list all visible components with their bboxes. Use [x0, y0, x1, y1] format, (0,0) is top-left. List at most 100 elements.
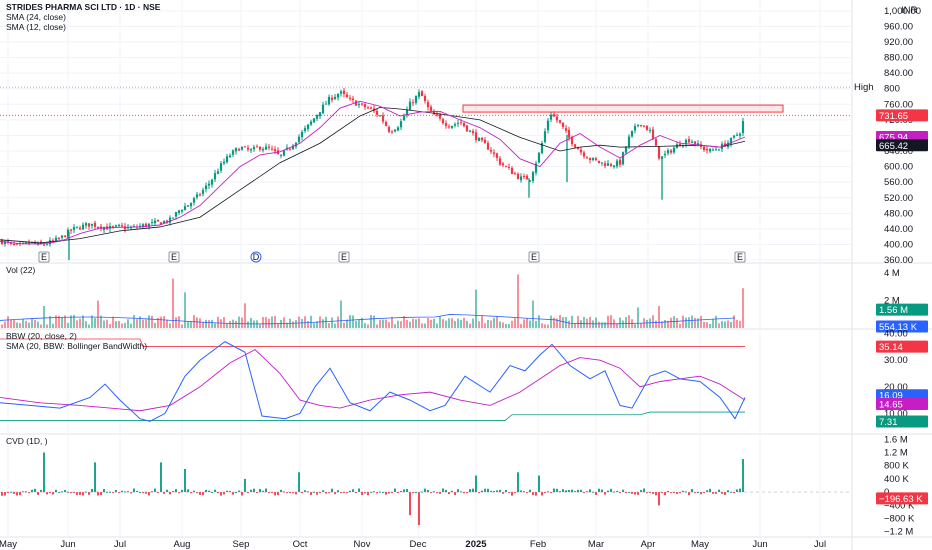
bbw-pane[interactable] — [0, 338, 746, 422]
candle-body — [567, 129, 571, 138]
volume-bar — [262, 317, 264, 328]
candle-body — [27, 242, 31, 244]
candle-body — [630, 130, 634, 137]
volume-bar — [562, 317, 564, 328]
earnings-marker: E — [171, 252, 177, 262]
candle-body — [393, 129, 397, 132]
cvd-bar — [631, 492, 633, 494]
volume-bar — [295, 320, 297, 328]
volume-bar — [580, 320, 582, 328]
bbw-sma-legend-label[interactable]: SMA (20, BBW: Bollinger BandWidth) — [6, 341, 148, 351]
bbw-legend-label[interactable]: BBW (20, close, 2) — [6, 331, 77, 341]
volume-bar — [64, 315, 66, 328]
candle-body — [714, 149, 718, 151]
candle-body — [522, 176, 526, 178]
cvd-bar — [337, 490, 339, 493]
time-axis[interactable]: May Jun Jul Aug Sep Oct Nov Dec 2025 Feb Mar Apr May… — [0, 539, 826, 550]
volume-bar — [676, 318, 678, 328]
cvd-legend[interactable]: CVD (1D, ) — [6, 436, 48, 446]
candle-body — [525, 175, 529, 180]
cvd-bar — [535, 492, 537, 496]
volume-bar — [466, 320, 468, 328]
symbol-title[interactable]: STRIDES PHARMA SCI LTD · 1D · NSE — [6, 2, 161, 12]
volume-bar — [703, 321, 705, 328]
sma-short-legend[interactable]: SMA (12, close) — [6, 22, 66, 32]
candle-body — [69, 229, 73, 231]
cvd-bar — [415, 492, 417, 494]
volume-bar — [736, 319, 738, 328]
candle-body — [438, 114, 442, 119]
cvd-bar — [256, 492, 258, 494]
cvd-pane[interactable] — [0, 452, 852, 526]
volume-bar — [733, 315, 735, 328]
candle-body — [84, 223, 88, 226]
cvd-bar — [295, 492, 297, 495]
candle-body — [402, 116, 406, 121]
candle-body — [450, 125, 454, 128]
cvd-bar — [316, 492, 318, 495]
cvd-bar — [487, 488, 489, 493]
candle-body — [672, 147, 676, 153]
cvd-bar — [46, 492, 48, 495]
cvd-bar — [28, 492, 30, 494]
cvd-bar — [403, 489, 405, 493]
candle-body — [261, 149, 265, 151]
bbw-last-tag: 16.09 — [879, 391, 903, 402]
candle-body — [141, 224, 145, 227]
candle-body — [183, 206, 187, 211]
sma-long-legend[interactable]: SMA (24, close) — [6, 12, 66, 22]
candle-body — [519, 176, 523, 181]
candle-body — [489, 149, 493, 152]
candle-body — [231, 150, 235, 155]
time-tick-label: Jun — [60, 539, 75, 550]
cvd-bar — [448, 492, 450, 495]
cvd-bar — [289, 492, 291, 494]
volume-pane[interactable] — [0, 274, 744, 328]
cvd-bar — [13, 492, 15, 494]
price-tick-label: 840.00 — [884, 68, 913, 79]
cvd-bar — [481, 490, 483, 493]
bbw-tick-label: 30.00 — [884, 355, 908, 366]
volume-bar — [229, 320, 231, 328]
cvd-bar — [271, 492, 273, 494]
volume-bar — [451, 318, 453, 328]
cvd-bar — [667, 490, 669, 493]
candle-body — [621, 152, 625, 165]
candle-body — [711, 149, 715, 151]
cvd-bar — [325, 492, 327, 494]
candle-body — [273, 149, 277, 152]
cvd-bar — [442, 488, 444, 493]
candle-body — [588, 158, 592, 161]
volume-bar — [139, 316, 141, 328]
volume-legend[interactable]: Vol (22) — [6, 265, 36, 275]
bbw-sma-tag: 14.65 — [879, 400, 903, 411]
time-tick-label: Sep — [233, 539, 250, 550]
cvd-bar — [478, 492, 480, 494]
candle-body — [72, 227, 76, 230]
earnings-marker: E — [531, 252, 537, 262]
candle-body — [390, 131, 394, 133]
dividend-marker-bg — [250, 251, 262, 263]
cvd-bar — [343, 492, 345, 494]
cvd-bar — [496, 490, 498, 493]
candle-body — [678, 143, 682, 146]
cvd-bar — [370, 491, 372, 493]
cvd-bar — [4, 492, 6, 496]
cvd-last-tag-bg — [876, 492, 928, 505]
cvd-bar — [598, 488, 600, 493]
candle-body — [462, 122, 466, 127]
cvd-bar — [511, 492, 513, 496]
cvd-tick-label: 1.6 M — [884, 434, 908, 445]
cvd-bar — [100, 492, 102, 496]
volume-bar — [487, 319, 489, 328]
cvd-bar — [670, 492, 672, 494]
candle-body — [123, 226, 127, 230]
cvd-bar — [349, 490, 351, 493]
candle-body — [684, 139, 688, 145]
candle-body — [96, 227, 100, 229]
volume-bar — [115, 321, 117, 328]
price-axis[interactable]: 1,000.00 960.00 920.00 880.00 840.00 800.00 76… — [854, 5, 932, 538]
volume-bar — [130, 323, 132, 328]
